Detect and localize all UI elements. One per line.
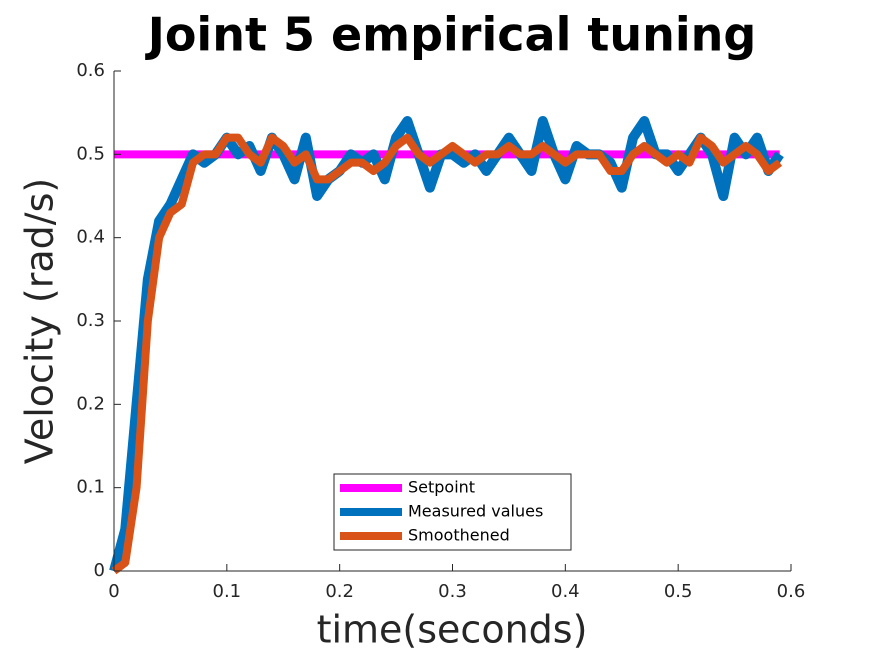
- y-tick-label: 0.1: [76, 477, 105, 498]
- x-axis-label: time(seconds): [317, 608, 588, 652]
- y-tick-label: 0.3: [76, 310, 105, 331]
- x-tick-label: 0.3: [438, 581, 467, 602]
- y-tick-label: 0.6: [76, 60, 105, 81]
- y-tick-label: 0.5: [76, 143, 105, 164]
- chart-title: Joint 5 empirical tuning: [145, 8, 757, 62]
- y-axis-label: Velocity (rad/s): [18, 178, 62, 464]
- x-tick-label: 0.1: [213, 581, 242, 602]
- x-tick-label: 0.2: [325, 581, 354, 602]
- series-line: [111, 133, 783, 575]
- x-tick-label: 0: [108, 581, 119, 602]
- legend-label: Setpoint: [408, 478, 475, 497]
- legend-label: Measured values: [408, 502, 543, 521]
- x-tick-label: 0.5: [664, 581, 693, 602]
- x-tick-label: 0.6: [777, 581, 806, 602]
- y-tick-label: 0.2: [76, 393, 105, 414]
- y-tick-label: 0.4: [76, 227, 105, 248]
- x-tick-label: 0.4: [551, 581, 580, 602]
- legend-label: Smoothened: [408, 526, 510, 545]
- legend: Setpoint Measured values Smoothened: [333, 473, 572, 551]
- plot-area: [109, 116, 784, 575]
- y-tick-label: 0: [94, 560, 105, 581]
